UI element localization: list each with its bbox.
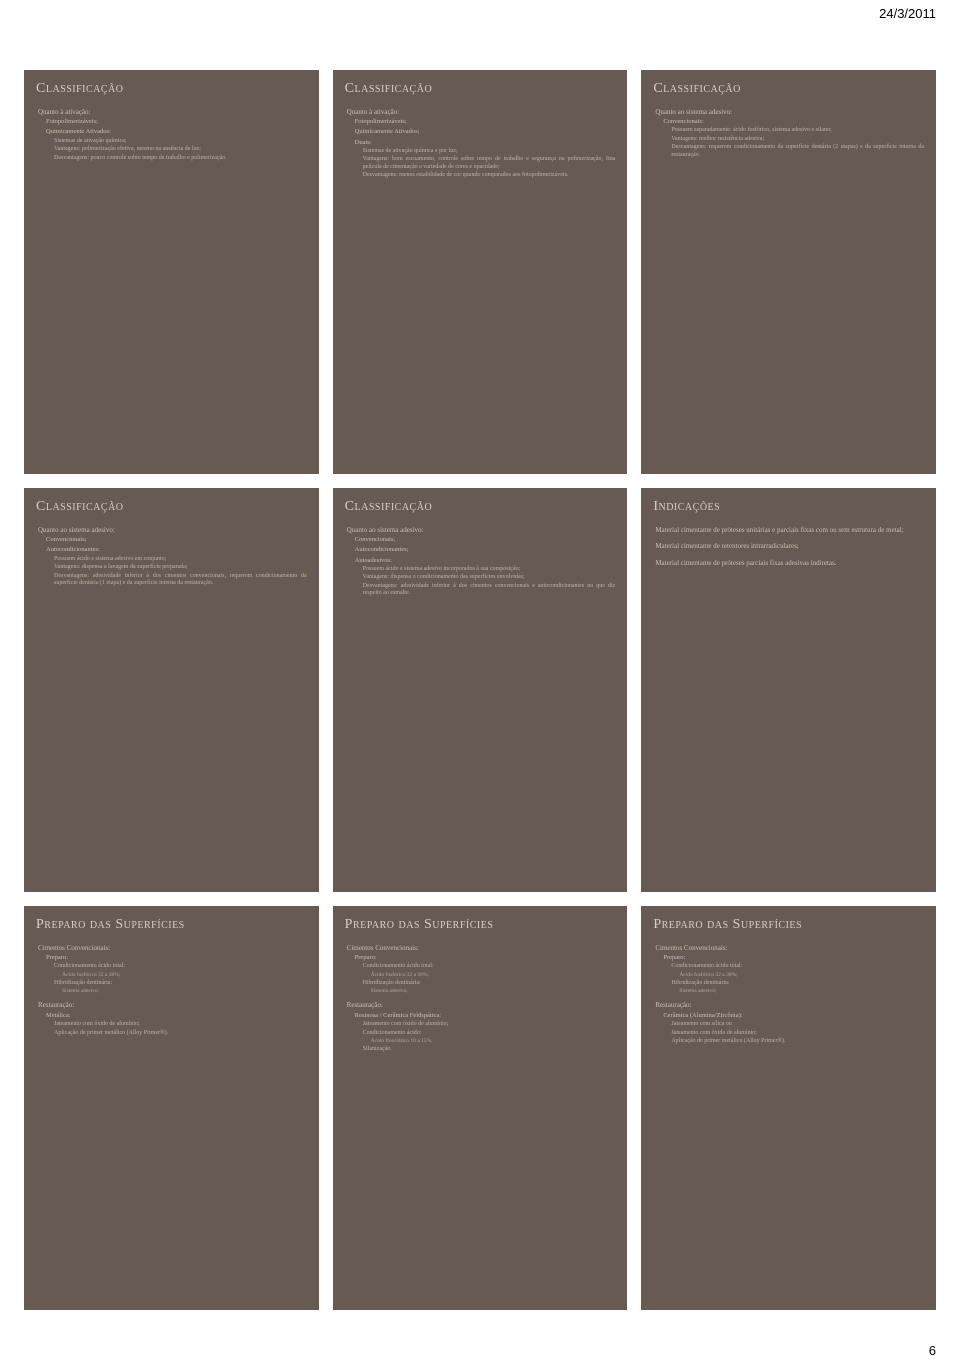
section-heading: Restauração: xyxy=(347,1001,616,1010)
list-item: Silanização. xyxy=(363,1046,616,1054)
list-item: Fotopolimerizáveis; xyxy=(46,118,307,126)
list-item: Condicionamento ácido total: xyxy=(671,963,924,971)
list-item: Resinosa / Cerâmica Feldspática: xyxy=(355,1012,616,1020)
section-heading: Cimentos Convencionais: xyxy=(655,944,924,953)
slide-3: Classificação Quanto ao sistema adesivo:… xyxy=(641,70,936,474)
slide-1: Classificação Quanto à ativação: Fotopol… xyxy=(24,70,319,474)
list-item: Condicionamento ácido: xyxy=(363,1030,616,1038)
section-heading: Cimentos Convencionais: xyxy=(38,944,307,953)
list-item: Vantagens: bom escoamento, controle sobr… xyxy=(363,156,616,171)
list-item: Convencionais; xyxy=(46,536,307,544)
slide-9: Preparo das Superfícies Cimentos Convenc… xyxy=(641,906,936,1310)
list-item: Preparo: xyxy=(355,954,616,962)
section-heading: Restauração: xyxy=(38,1001,307,1010)
slide-title: Classificação xyxy=(345,498,616,516)
list-item: Material cimentante de próteses unitária… xyxy=(655,526,924,535)
list-item: Sistemas de ativação química; xyxy=(54,138,307,146)
slide-title: Classificação xyxy=(36,498,307,516)
list-item: Aplicação de primer metálico (Alloy Prim… xyxy=(671,1038,924,1046)
section-heading: Quanto ao sistema adesivo: xyxy=(347,526,616,535)
list-item: Ácido fosfórico 32 a 38%; xyxy=(679,972,924,979)
slide-title: Preparo das Superfícies xyxy=(345,916,616,934)
slide-title: Classificação xyxy=(653,80,924,98)
section-heading: Quanto à ativação: xyxy=(347,108,616,117)
slide-title: Indicações xyxy=(653,498,924,516)
list-item: Jateamento com óxido de alumínio; xyxy=(671,1030,924,1038)
list-item: Desvantagens: adesividade inferior à dos… xyxy=(54,573,307,588)
section-heading: Quanto ao sistema adesivo: xyxy=(38,526,307,535)
list-item: Autocondicionantes; xyxy=(355,546,616,554)
list-item: Possuem ácido e sistema adesivo em conju… xyxy=(54,556,307,564)
section-heading: Cimentos Convencionais: xyxy=(347,944,616,953)
list-item: Convencionais; xyxy=(355,536,616,544)
slides-grid: Classificação Quanto à ativação: Fotopol… xyxy=(24,70,936,1310)
list-item: Aplicação de primer metálico (Alloy Prim… xyxy=(54,1030,307,1038)
list-item: Quimicamente Ativados; xyxy=(355,128,616,136)
list-item: Metálica: xyxy=(46,1012,307,1020)
list-item: Autocondicionantes: xyxy=(46,546,307,554)
list-item: Fotopolimerizáveis; xyxy=(355,118,616,126)
list-item: Condicionamento ácido total: xyxy=(363,963,616,971)
list-item: Desvantagens: pouco controle sobre tempo… xyxy=(54,155,307,163)
list-item: Ácido fluorídrico 10 a 15%; xyxy=(371,1038,616,1045)
list-item: Vantagens: polimerização efetiva, mesmo … xyxy=(54,146,307,154)
list-item: Quimicamente Ativados: xyxy=(46,128,307,136)
list-item: Hibridização dentinária: xyxy=(363,980,616,988)
slide-8: Preparo das Superfícies Cimentos Convenc… xyxy=(333,906,628,1310)
section-heading: Quanto ao sistema adesivo: xyxy=(655,108,924,117)
slide-title: Classificação xyxy=(36,80,307,98)
slide-2: Classificação Quanto à ativação: Fotopol… xyxy=(333,70,628,474)
list-item: Vantagens: dispensa o condicionamento da… xyxy=(363,574,616,582)
list-item: Sistema adesivo; xyxy=(371,988,616,995)
list-item: Convencionais: xyxy=(663,118,924,126)
slide-7: Preparo das Superfícies Cimentos Convenc… xyxy=(24,906,319,1310)
slide-title: Preparo das Superfícies xyxy=(36,916,307,934)
list-item: Desvantagens: menos estabilidade de cor … xyxy=(363,172,616,180)
list-item: Desvantagens: requerem condicionamento d… xyxy=(671,144,924,159)
list-item: Hibridização dentinária: xyxy=(54,980,307,988)
slide-6: Indicações Material cimentante de prótes… xyxy=(641,488,936,892)
list-item: Ácido fosfórico 32 a 38%; xyxy=(62,972,307,979)
list-item: Duais: xyxy=(355,139,616,147)
list-item: Sistema adesivo; xyxy=(679,988,924,995)
list-item: Jateamento com óxido de alumínio; xyxy=(363,1021,616,1029)
list-item: Preparo: xyxy=(46,954,307,962)
list-item: Material cimentante de próteses parciais… xyxy=(655,559,924,568)
list-item: Jateamento com óxido de alumínio; xyxy=(54,1021,307,1029)
list-item: Condicionamento ácido total: xyxy=(54,963,307,971)
slide-title: Classificação xyxy=(345,80,616,98)
list-item: Sistemas de ativação química e por luz; xyxy=(363,148,616,156)
section-heading: Restauração: xyxy=(655,1001,924,1010)
slide-5: Classificação Quanto ao sistema adesivo:… xyxy=(333,488,628,892)
list-item: Cerâmica (Alumina/Zircônia): xyxy=(663,1012,924,1020)
slide-title: Preparo das Superfícies xyxy=(653,916,924,934)
slide-4: Classificação Quanto ao sistema adesivo:… xyxy=(24,488,319,892)
list-item: Autoadesivos: xyxy=(355,557,616,565)
list-item: Vantagens: melhor resistência adesiva; xyxy=(671,136,924,144)
section-heading: Quanto à ativação: xyxy=(38,108,307,117)
list-item: Possuem separadamente: ácido fosfórico, … xyxy=(671,127,924,135)
list-item: Preparo: xyxy=(663,954,924,962)
list-item: Jateamento com sílica ou xyxy=(671,1021,924,1029)
list-item: Ácido fosfórico 32 a 38%; xyxy=(371,972,616,979)
page-date: 24/3/2011 xyxy=(879,6,936,21)
page-number: 6 xyxy=(929,1343,936,1358)
list-item: Material cimentante de retentores intrar… xyxy=(655,542,924,551)
list-item: Possuem ácido e sistema adesivo incorpor… xyxy=(363,566,616,574)
list-item: Vantagens: dispensa a lavagem da superfí… xyxy=(54,564,307,572)
list-item: Desvantagens: adesividade inferior à dos… xyxy=(363,583,616,598)
list-item: Hibridização dentinária: xyxy=(671,980,924,988)
list-item: Sistema adesivo; xyxy=(62,988,307,995)
